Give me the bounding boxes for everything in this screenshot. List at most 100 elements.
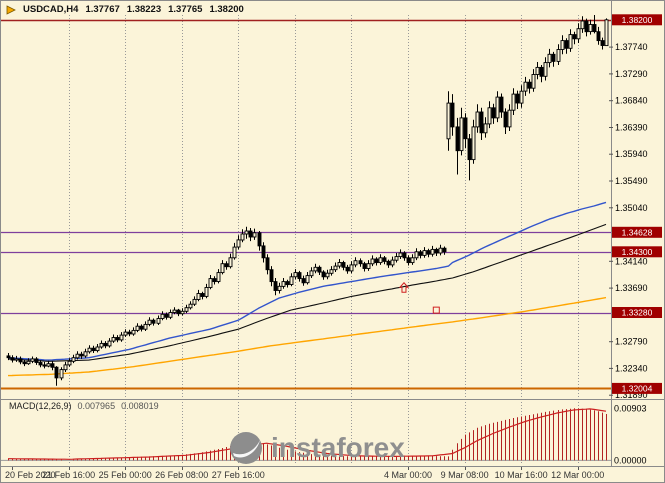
price-tick-label[interactable]: 1.31890 xyxy=(615,390,648,400)
time-axis-label[interactable]: 4 Mar 00:00 xyxy=(384,470,432,480)
macd-signal-value: 0.008019 xyxy=(121,401,159,411)
candle xyxy=(139,324,144,332)
price-tick-label[interactable]: 1.32340 xyxy=(615,363,648,373)
candle xyxy=(471,119,476,164)
candle xyxy=(406,255,411,266)
price-tick-label[interactable]: 1.35940 xyxy=(615,149,648,159)
candle xyxy=(394,253,399,263)
square-marker[interactable] xyxy=(432,306,440,314)
candle xyxy=(564,38,569,54)
candle xyxy=(539,65,544,83)
time-axis-label[interactable]: 21 Feb 16:00 xyxy=(42,470,95,480)
candle xyxy=(572,31,577,45)
time-axis-label[interactable]: 27 Feb 16:00 xyxy=(212,470,265,480)
candle xyxy=(252,228,257,240)
price-tick-label[interactable]: 1.37290 xyxy=(615,69,648,79)
candle xyxy=(42,361,47,369)
candle xyxy=(386,259,391,268)
candle xyxy=(26,358,31,365)
time-axis-label[interactable]: 25 Feb 00:00 xyxy=(99,470,152,480)
time-axis-label[interactable]: 12 Mar 00:00 xyxy=(551,470,604,480)
candle xyxy=(123,329,128,337)
candle xyxy=(503,108,508,134)
candle xyxy=(176,308,181,317)
buy-arrow-marker[interactable] xyxy=(398,282,410,293)
candle xyxy=(30,356,35,364)
candle xyxy=(273,278,278,296)
ma-slow-line xyxy=(7,296,607,377)
ma-fast-line xyxy=(7,201,607,361)
candle xyxy=(467,134,472,181)
price-level-tag-label: 1.33280 xyxy=(622,308,653,318)
candle xyxy=(216,269,221,284)
candle xyxy=(588,19,593,35)
candle xyxy=(600,37,605,50)
candle xyxy=(580,16,585,33)
candle xyxy=(547,48,552,68)
time-axis-label[interactable]: 9 Mar 08:00 xyxy=(441,470,489,480)
candle xyxy=(143,321,148,331)
candle xyxy=(422,247,427,258)
price-level-tag-label: 1.32004 xyxy=(622,383,653,393)
candle xyxy=(34,357,39,365)
candle xyxy=(14,355,19,362)
price-tick-label[interactable]: 1.36390 xyxy=(615,123,648,133)
candle xyxy=(127,329,132,337)
price-tick-label[interactable]: 1.35040 xyxy=(615,203,648,213)
ohlc-close: 1.38200 xyxy=(209,4,244,15)
instaforex-logo-icon xyxy=(230,432,262,464)
candle xyxy=(156,315,161,325)
candle xyxy=(261,242,266,263)
candle xyxy=(463,113,468,149)
candle xyxy=(228,253,233,269)
candle xyxy=(297,270,302,282)
chart-symbol-icon xyxy=(6,4,16,15)
candle xyxy=(10,355,15,363)
candle xyxy=(333,262,338,272)
price-tick-label[interactable]: 1.32790 xyxy=(615,337,648,347)
candle xyxy=(487,101,492,129)
candle xyxy=(196,289,201,302)
price-tick-label[interactable]: 1.37740 xyxy=(615,42,648,52)
price-tick-label[interactable]: 1.33690 xyxy=(615,283,648,293)
price-level-tag xyxy=(612,226,662,238)
candle xyxy=(313,263,318,274)
candle xyxy=(103,341,108,349)
candle xyxy=(362,261,367,272)
time-axis-label[interactable]: 10 Mar 16:00 xyxy=(495,470,548,480)
candle xyxy=(378,254,383,265)
candle xyxy=(119,332,124,342)
candle xyxy=(22,359,27,367)
candle xyxy=(79,351,84,359)
candle xyxy=(511,88,516,115)
candle xyxy=(531,69,536,92)
candle xyxy=(248,228,253,242)
candle xyxy=(281,278,286,289)
watermark-text: instaforex xyxy=(271,432,405,463)
candle xyxy=(491,103,496,124)
candle xyxy=(71,354,76,364)
watermark: instaforex xyxy=(229,431,405,465)
candle xyxy=(604,18,609,47)
candle xyxy=(438,244,443,256)
price-level-tag xyxy=(612,307,662,318)
candle xyxy=(495,91,500,123)
time-axis-label[interactable]: 20 Feb 2020 xyxy=(5,470,56,480)
ohlc-open: 1.37767 xyxy=(85,4,120,15)
candle xyxy=(576,23,581,43)
chart-info-line: USDCAD,H4 1.37767 1.38223 1.37765 1.3820… xyxy=(6,4,244,15)
time-axis-label[interactable]: 26 Feb 08:00 xyxy=(155,470,208,480)
candle xyxy=(527,79,532,94)
price-tick-label[interactable]: 1.35490 xyxy=(615,176,648,186)
candle xyxy=(160,311,165,321)
candle xyxy=(147,317,152,327)
candle xyxy=(172,307,177,315)
price-tick-label[interactable]: 1.34140 xyxy=(615,256,648,266)
candle xyxy=(349,261,354,274)
candle xyxy=(107,338,112,348)
candle xyxy=(188,301,193,310)
candle xyxy=(151,318,156,326)
price-tick-label[interactable]: 1.36840 xyxy=(615,96,648,106)
